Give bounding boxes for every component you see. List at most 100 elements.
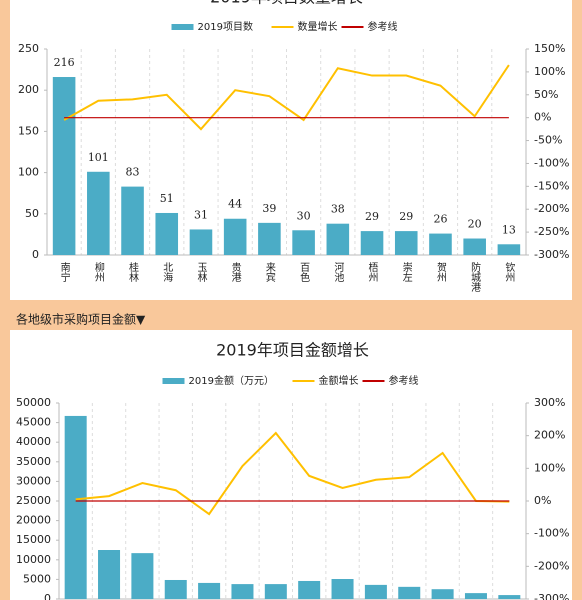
y-tick-label: 15000	[16, 533, 51, 546]
bar	[431, 589, 454, 599]
bar	[64, 415, 87, 599]
bar	[52, 77, 76, 256]
bar	[429, 233, 452, 255]
bar	[231, 584, 254, 599]
legend-label: 数量增长	[298, 20, 338, 33]
x-tick-label: 钦州	[503, 262, 515, 282]
data-label: 39	[262, 202, 276, 215]
line	[75, 431, 510, 516]
y-tick-label: 20000	[16, 514, 51, 527]
y2-tick-label: -100%	[534, 527, 569, 540]
data-label: 26	[433, 213, 447, 226]
y2-tick-label: 100%	[534, 65, 565, 78]
x-tick-label: 桂林	[127, 261, 139, 283]
y2-tick-label: 300%	[534, 396, 565, 409]
bar	[155, 212, 179, 255]
section-label: 各地级市采购项目金额▼	[16, 312, 146, 327]
y2-tick-label: -100%	[534, 156, 569, 169]
y2-tick-label: 0%	[534, 111, 551, 124]
y-tick-label: 35000	[16, 455, 51, 468]
bar	[360, 231, 384, 255]
y2-tick-label: 150%	[534, 42, 565, 55]
legend-label: 参考线	[389, 374, 419, 387]
bar	[326, 223, 350, 255]
x-tick-label: 南宁	[58, 261, 70, 282]
y-tick-label: 30000	[16, 474, 51, 487]
bar	[498, 595, 521, 599]
bar	[198, 582, 221, 599]
y-tick-label: 100	[18, 166, 39, 179]
bar	[331, 579, 354, 599]
y2-tick-label: 100%	[534, 461, 565, 474]
x-tick-label: 贺州	[434, 262, 446, 282]
bar	[364, 584, 387, 599]
x-tick-label: 梧州	[366, 261, 378, 282]
data-label: 101	[88, 151, 109, 164]
bar	[258, 222, 281, 255]
y-tick-label: 250	[18, 42, 39, 55]
data-label: 20	[468, 218, 482, 231]
legend-swatch	[162, 378, 185, 384]
y2-tick-label: -150%	[534, 179, 569, 192]
y-tick-label: 0	[32, 248, 39, 261]
bar	[497, 244, 521, 255]
y-tick-label: 45000	[16, 416, 51, 429]
bar	[464, 593, 487, 599]
bar	[223, 218, 247, 255]
y-tick-label: 40000	[16, 435, 51, 448]
data-label: 51	[160, 192, 174, 205]
legend-label: 2019项目数	[198, 20, 253, 33]
data-label: 29	[365, 210, 379, 223]
y2-tick-label: -300%	[534, 248, 569, 261]
x-tick-label: 柳州	[92, 261, 104, 282]
data-label: 13	[502, 223, 516, 236]
panel	[10, 330, 572, 600]
data-label: 83	[126, 166, 140, 179]
x-tick-label: 河池	[332, 262, 344, 282]
y2-tick-label: -200%	[534, 202, 569, 215]
bar	[189, 229, 213, 255]
y-tick-label: 5000	[23, 572, 51, 585]
data-label: 30	[297, 209, 311, 222]
y-tick-label: 25000	[16, 494, 51, 507]
x-tick-label: 北海	[161, 262, 173, 283]
bar	[264, 584, 287, 599]
y-tick-label: 0	[44, 592, 51, 600]
legend-label: 参考线	[368, 20, 398, 33]
data-label: 216	[54, 56, 75, 69]
bar	[131, 553, 154, 599]
y-tick-label: 50000	[16, 396, 51, 409]
x-tick-label: 玉林	[195, 262, 207, 283]
y-tick-label: 10000	[16, 553, 51, 566]
legend-label: 2019金额（万元）	[189, 374, 274, 387]
bar	[394, 231, 418, 255]
y2-tick-label: 0%	[534, 494, 551, 507]
x-tick-label: 来宾	[263, 262, 275, 283]
bar	[298, 580, 321, 599]
bar	[98, 550, 121, 599]
chart-title: 2019年项目数量增长	[210, 0, 363, 7]
data-label: 38	[331, 203, 345, 216]
x-tick-label: 崇左	[400, 262, 412, 282]
chart-title: 2019年项目金额增长	[216, 341, 369, 360]
data-label: 31	[194, 208, 208, 221]
y2-tick-label: 200%	[534, 429, 565, 442]
x-tick-label: 防城港	[469, 261, 481, 292]
y-tick-label: 200	[18, 83, 39, 96]
line	[63, 64, 510, 131]
x-tick-label: 百色	[298, 262, 310, 282]
y2-tick-label: -50%	[534, 134, 562, 147]
data-label: 44	[228, 198, 242, 211]
data-label: 29	[399, 210, 413, 223]
legend-label: 金额增长	[319, 374, 359, 387]
bar	[164, 579, 187, 599]
bar	[398, 586, 421, 599]
y2-tick-label: 50%	[534, 88, 558, 101]
bar	[292, 230, 315, 255]
y2-tick-label: -250%	[534, 225, 569, 238]
bar	[87, 171, 110, 255]
y-tick-label: 50	[25, 207, 39, 220]
y-tick-label: 150	[18, 124, 39, 137]
